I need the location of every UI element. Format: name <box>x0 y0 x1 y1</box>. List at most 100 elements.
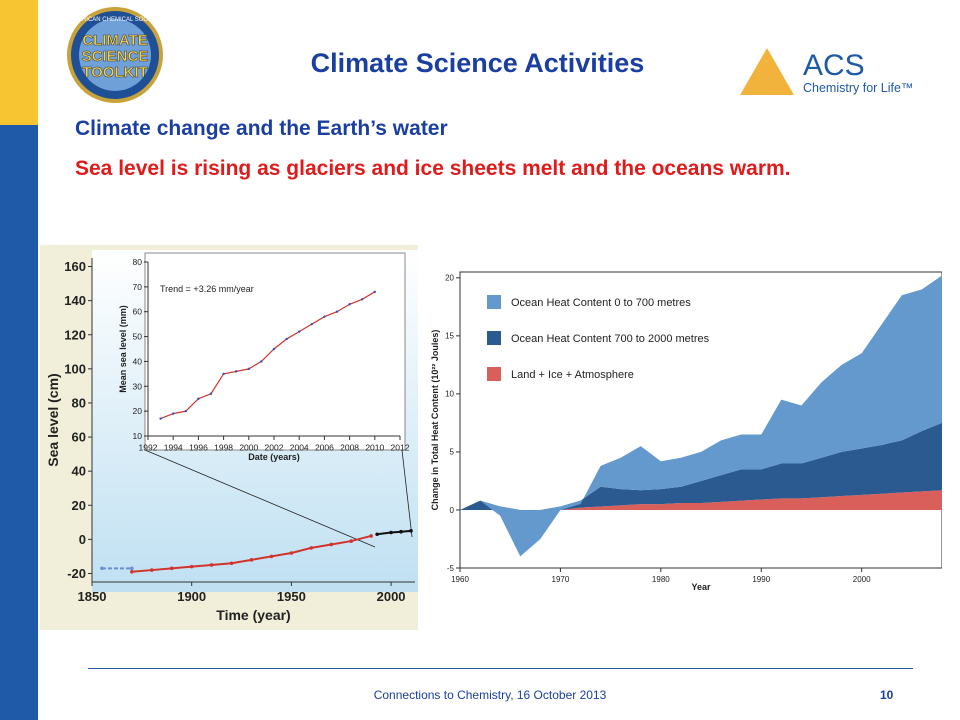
x-tick-label: 1998 <box>214 443 233 453</box>
x-axis-label: Date (years) <box>248 452 300 462</box>
x-tick-label: 1996 <box>189 443 208 453</box>
logo-text: CLIMATE <box>82 32 148 49</box>
x-tick-label: 1970 <box>552 575 570 584</box>
series-line <box>160 291 376 420</box>
data-point <box>298 330 301 333</box>
x-tick-label: 2000 <box>239 443 258 453</box>
data-point <box>272 347 276 351</box>
page-number: 10 <box>880 688 894 702</box>
y-tick-label: 20 <box>72 498 86 513</box>
zoom-line <box>144 449 376 548</box>
data-point <box>189 564 194 569</box>
y-tick-label: 0 <box>79 532 86 547</box>
y-tick-label: 50 <box>133 332 143 342</box>
acs-logo: ACS Chemistry for Life™ <box>740 48 913 95</box>
data-point <box>329 542 334 547</box>
data-point <box>172 412 175 415</box>
y-tick-label: -5 <box>447 564 455 573</box>
data-point <box>100 566 104 571</box>
footer-text: Connections to Chemistry, 16 October 201… <box>373 688 607 702</box>
y-tick-label: 120 <box>64 327 86 342</box>
data-point <box>260 360 263 363</box>
heat-content-chart: -5 0 5 10 15 20 1960 1970 1980 1990 2000 Year Change… <box>425 252 942 602</box>
legend-label: Land + Ice + Atmosphere <box>511 369 634 381</box>
y-tick-label: 5 <box>450 448 455 457</box>
logo-text: TOOLKIT <box>82 64 148 81</box>
data-point <box>150 568 154 572</box>
x-axis-label: Year <box>691 582 711 592</box>
data-point <box>409 529 413 533</box>
y-axis-label: Sea level (cm) <box>45 373 61 466</box>
series-line <box>376 529 412 536</box>
x-tick-label: 2008 <box>340 443 359 453</box>
y-tick-label: 30 <box>133 381 143 391</box>
x-tick-label: 1992 <box>139 443 158 453</box>
body-text: Sea level is rising as glaciers and ice … <box>75 157 791 180</box>
y-tick-label: 20 <box>133 406 143 416</box>
y-tick-label: 0 <box>450 506 455 515</box>
x-tick-label: 2012 <box>391 443 410 453</box>
y-tick-label: 40 <box>72 464 86 479</box>
sea-level-chart: -20 0 20 40 60 80 100 120 140 160 1850 1900 1950 2000… <box>40 245 418 630</box>
data-point <box>369 534 373 538</box>
logo-text: Chemistry for Life™ <box>803 81 913 95</box>
y-tick-label: 10 <box>445 390 454 399</box>
area <box>460 422 942 510</box>
x-tick-label: 1990 <box>752 575 770 584</box>
data-point <box>399 529 403 534</box>
area <box>460 490 942 510</box>
data-point <box>197 397 200 400</box>
logo-triangle <box>740 48 794 95</box>
data-point <box>309 546 314 550</box>
x-tick-label: 2010 <box>365 443 384 453</box>
data-point <box>169 566 174 571</box>
y-tick-label: 80 <box>72 395 86 410</box>
area <box>460 275 942 557</box>
footer-rule <box>88 668 913 669</box>
legend-label: Ocean Heat Content 700 to 2000 metres <box>511 333 710 345</box>
y-tick-label: 160 <box>64 259 86 274</box>
data-point <box>249 558 254 562</box>
x-tick-label: 1994 <box>164 443 183 453</box>
subtitle: Climate change and the Earth’s water <box>75 117 448 140</box>
logo-globe <box>79 19 151 91</box>
x-tick-label: 2002 <box>265 443 284 453</box>
data-point <box>348 303 351 306</box>
data-point <box>130 566 134 571</box>
data-point <box>269 554 274 559</box>
x-tick-label: 1900 <box>177 589 206 604</box>
side-bar-accent <box>0 0 38 125</box>
x-tick-label: 2004 <box>290 443 309 453</box>
legend-swatch <box>487 331 501 345</box>
zoom-line <box>401 449 413 538</box>
inset-frame <box>144 252 406 451</box>
data-point <box>310 322 313 326</box>
toolkit-logo: AMERICAN CHEMICAL SOCIETY CLIMATE SCIENC… <box>67 7 163 103</box>
x-tick-label: 2006 <box>315 443 334 453</box>
legend-label: Ocean Heat Content 0 to 700 metres <box>511 297 691 309</box>
y-tick-label: 10 <box>133 431 143 441</box>
x-tick-label: 1850 <box>78 589 107 604</box>
y-tick-label: 20 <box>445 274 454 283</box>
data-point <box>335 310 339 313</box>
logo-text: ACS <box>803 49 865 82</box>
data-point <box>349 539 353 543</box>
y-axis-label: Change in Total Heat Content (10²² Joule… <box>430 330 440 511</box>
x-tick-label: 1950 <box>277 589 306 604</box>
y-tick-label: 15 <box>445 332 454 341</box>
slide-title: Climate Science Activities <box>310 48 645 78</box>
y-tick-label: 80 <box>133 257 143 267</box>
data-point <box>159 417 162 420</box>
legend-swatch <box>487 295 501 309</box>
x-tick-label: 2000 <box>377 589 406 604</box>
legend-swatch <box>487 367 501 381</box>
y-tick-label: 70 <box>133 282 143 292</box>
data-point <box>209 563 214 567</box>
data-point <box>235 370 238 373</box>
data-point <box>289 551 294 555</box>
data-point <box>389 530 393 535</box>
data-point <box>209 392 213 395</box>
data-point <box>323 315 326 318</box>
logo-text: SCIENCE <box>82 48 149 65</box>
